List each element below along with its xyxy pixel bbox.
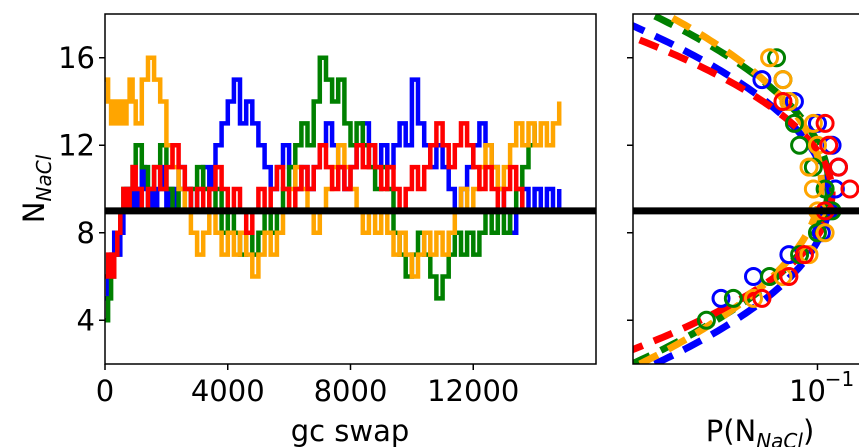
- histogram-point: [779, 267, 799, 286]
- right-panel: 10−1 P(NNaCl): [627, 13, 859, 447]
- right-x-tick-exponent: −1: [825, 367, 854, 391]
- y-tick-label: 16: [58, 41, 95, 75]
- x-axis-label: gc swap: [291, 414, 410, 447]
- left-panel: 0 4000 8000 12000 4 8 12 16 gc swap NNaCl: [17, 13, 597, 447]
- histogram-points-group: [696, 48, 859, 330]
- right-x-axis-label-main: P(N: [706, 414, 757, 447]
- y-tick-label: 12: [58, 128, 95, 162]
- right-x-tick-label: 10: [789, 374, 826, 408]
- histogram-point: [784, 113, 804, 133]
- histogram-point: [815, 223, 835, 243]
- histogram-point: [807, 223, 827, 243]
- trajectory-series-group: [105, 55, 562, 323]
- x-tick-label: 12000: [427, 374, 519, 408]
- histogram-point: [696, 310, 716, 330]
- y-tick-label: 4: [77, 303, 95, 337]
- histogram-point: [773, 267, 793, 286]
- histogram-point: [752, 70, 772, 90]
- histogram-point: [815, 179, 835, 199]
- x-tick-label: 4000: [191, 374, 265, 408]
- right-x-axis-label-end: ): [803, 414, 814, 447]
- left-axis-ticks: 0 4000 8000 12000 4 8 12 16: [58, 41, 519, 408]
- histogram-point: [779, 92, 799, 111]
- histogram-point: [819, 135, 839, 155]
- histogram-point: [711, 288, 731, 308]
- histogram-point: [760, 48, 780, 68]
- trajectory-line-2: [105, 55, 537, 323]
- histogram-point: [794, 245, 814, 265]
- histogram-point: [773, 92, 793, 111]
- histogram-point: [807, 135, 827, 155]
- y-axis-label-subscript: NaCl: [32, 154, 56, 201]
- y-axis-label-main: N: [17, 202, 51, 224]
- histogram-point: [803, 179, 823, 199]
- histogram-point: [760, 267, 780, 286]
- histogram-point: [752, 288, 772, 308]
- trajectory-line-4: [105, 121, 525, 279]
- histogram-point: [840, 179, 859, 199]
- fit-curve-4: [633, 33, 836, 354]
- histogram-point: [743, 267, 763, 286]
- y-axis-label: NNaCl: [17, 154, 56, 223]
- histogram-point: [815, 113, 835, 133]
- x-tick-label: 8000: [314, 374, 388, 408]
- x-tick-label: 0: [96, 374, 114, 408]
- histogram-point: [773, 70, 793, 90]
- histogram-point: [828, 157, 848, 177]
- right-plot-frame: [632, 13, 859, 365]
- histogram-point: [784, 92, 804, 111]
- histogram-point: [723, 288, 743, 308]
- histogram-point: [799, 157, 819, 177]
- right-axis-ticks: 10−1: [627, 57, 854, 408]
- right-x-axis-label-subscript: NaCl: [756, 429, 803, 447]
- histogram-point: [790, 135, 810, 155]
- right-x-axis-label: P(NNaCl): [706, 414, 815, 447]
- histogram-point: [743, 288, 763, 308]
- histogram-point: [767, 48, 787, 68]
- y-tick-label: 8: [77, 216, 95, 250]
- histogram-point: [803, 113, 823, 133]
- fit-curve-3: [638, 14, 825, 364]
- distribution-fit-group: [633, 14, 836, 364]
